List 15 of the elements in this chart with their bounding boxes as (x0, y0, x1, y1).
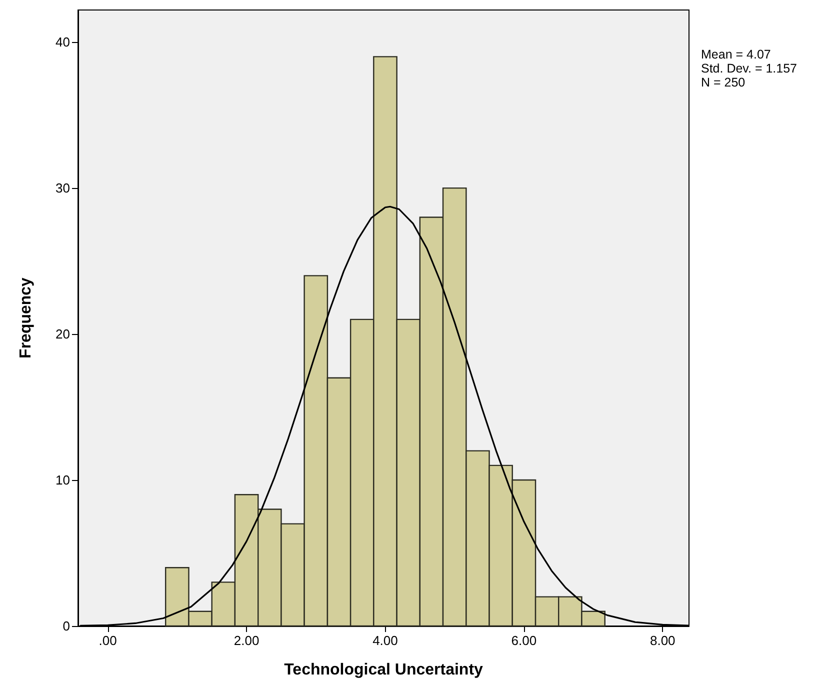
y-tick-label: 20 (56, 326, 70, 342)
y-axis-title: Frequency (18, 277, 34, 358)
x-tick-label: .00 (98, 633, 117, 648)
x-tick-label: 8.00 (650, 633, 676, 648)
text: Mean = 4.07 (701, 48, 771, 62)
y-tick-label: 30 (56, 180, 70, 196)
y-tick-label: 40 (56, 34, 70, 50)
y-tick-label: 0 (62, 618, 70, 634)
x-tick-label: 4.00 (372, 633, 398, 648)
x-tick-label: 2.00 (234, 633, 260, 648)
text: N = 250 (701, 76, 746, 90)
x-tick-label: 6.00 (511, 633, 537, 648)
x-axis-title: Technological Uncertainty (284, 662, 484, 678)
y-tick-label: 10 (56, 472, 70, 488)
text: Std. Dev. = 1.157 (701, 62, 798, 76)
